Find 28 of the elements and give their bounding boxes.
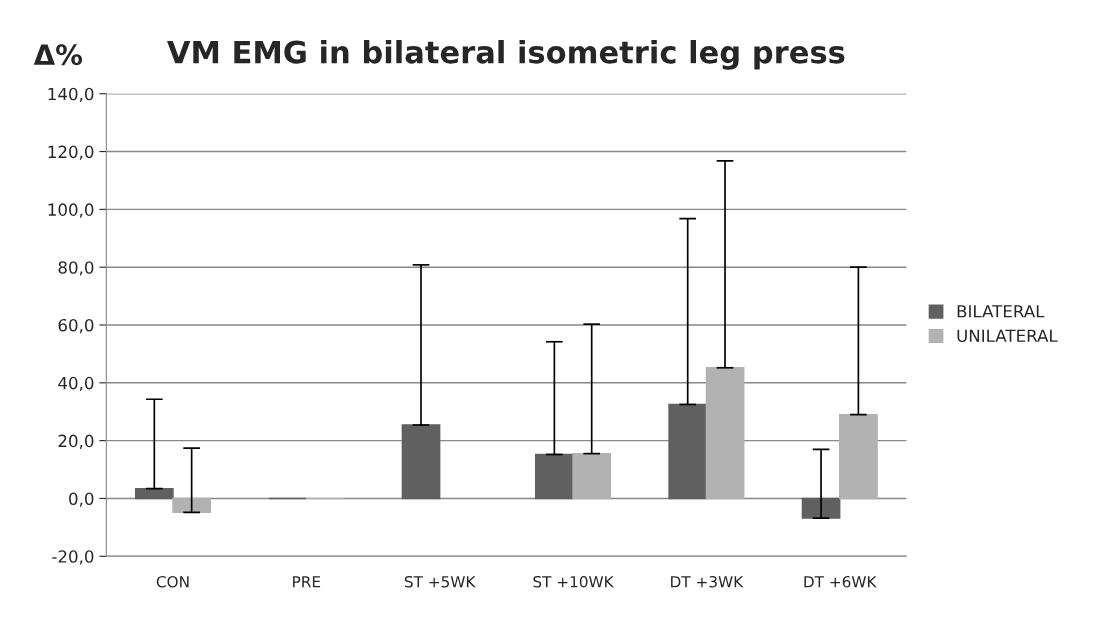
legend-label: UNILATERAL — [957, 329, 1058, 343]
y-tick-label: 40,0 — [58, 376, 94, 392]
bar — [705, 367, 745, 500]
bar — [134, 487, 174, 500]
bar — [572, 452, 612, 500]
x-tick-label: CON — [156, 575, 189, 588]
bar — [534, 453, 574, 500]
x-tick-label: ST +10WK — [533, 575, 614, 588]
y-tick-label: 0,0 — [69, 492, 94, 507]
y-axis-title: Δ% — [33, 44, 83, 66]
x-tick-label: DT +6WK — [804, 575, 877, 588]
y-tick-label: 80,0 — [58, 261, 94, 276]
y-tick-label: 100,0 — [48, 203, 94, 218]
bar — [401, 424, 441, 500]
bar — [801, 497, 841, 519]
y-tick-label: 120,0 — [48, 145, 94, 160]
y-tick-label: -20,0 — [52, 550, 94, 565]
y-tick-label: 140,0 — [48, 87, 94, 103]
bar — [172, 497, 212, 514]
bar — [839, 413, 878, 500]
bar — [668, 403, 708, 500]
x-tick-label: PRE — [293, 576, 321, 588]
chart-title: VM EMG in bilateral isometric leg press — [167, 39, 845, 70]
x-tick-label: ST +5WK — [404, 575, 476, 588]
y-tick-label: 60,0 — [58, 318, 94, 334]
x-tick-label: DT +3WK — [671, 575, 744, 588]
y-tick-label: 20,0 — [58, 434, 94, 449]
legend-label: BILATERAL — [957, 305, 1045, 318]
